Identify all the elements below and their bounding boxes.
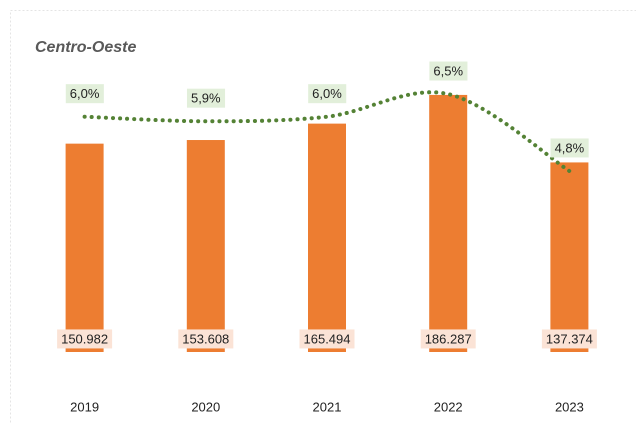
- line-value-label-box: [308, 84, 347, 104]
- x-tick-label: 2020: [191, 399, 220, 414]
- line-value-label: 5,9%: [191, 91, 221, 106]
- line-value-label-box: [186, 88, 226, 108]
- x-tick-label: 2023: [555, 399, 584, 414]
- chart-title: Centro-Oeste: [35, 39, 136, 56]
- x-tick-label: 2022: [434, 399, 463, 414]
- bar-value-label-box: [57, 329, 113, 349]
- bar-value-label-box: [299, 329, 355, 349]
- bar: [308, 123, 346, 352]
- bar: [65, 143, 104, 352]
- line-value-label: 6,0%: [70, 86, 100, 101]
- bar-value-label-box: [178, 329, 234, 349]
- x-tick-label: 2019: [70, 399, 99, 414]
- bar-value-label: 137.374: [546, 331, 593, 346]
- bar: [186, 140, 225, 352]
- line-value-label: 4,8%: [555, 140, 585, 155]
- bar-value-label: 165.494: [304, 331, 351, 346]
- bar-value-label: 153.608: [182, 331, 229, 346]
- bar-value-label: 150.982: [61, 331, 108, 346]
- bar-value-label: 186.287: [425, 331, 472, 346]
- x-tick-label: 2021: [313, 399, 342, 414]
- line-value-label: 6,5%: [433, 64, 463, 79]
- line-value-label: 6,0%: [312, 86, 342, 101]
- chart-frame: [10, 10, 636, 423]
- line-value-label-box: [429, 61, 468, 81]
- bar: [429, 94, 468, 352]
- bar: [550, 162, 589, 352]
- line-value-label-box: [65, 84, 104, 104]
- line: [82, 90, 572, 174]
- bar-value-label-box: [420, 329, 476, 349]
- line-value-label-box: [550, 138, 589, 158]
- bar-value-label-box: [541, 329, 597, 349]
